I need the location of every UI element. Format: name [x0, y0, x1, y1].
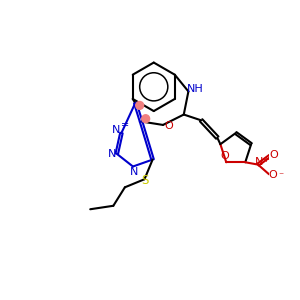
Circle shape [142, 115, 150, 123]
Text: S: S [141, 174, 149, 187]
Text: O: O [221, 152, 230, 161]
Text: N: N [112, 124, 121, 135]
Circle shape [136, 101, 144, 109]
Text: O: O [269, 170, 278, 180]
Text: O: O [270, 150, 278, 160]
Text: ⁻: ⁻ [278, 171, 283, 181]
Text: N: N [107, 149, 116, 159]
Text: O: O [164, 121, 173, 131]
Text: N: N [255, 157, 263, 167]
Text: =: = [122, 120, 130, 130]
Text: N: N [130, 167, 138, 177]
Text: +: + [262, 155, 269, 164]
Text: NH: NH [187, 84, 203, 94]
